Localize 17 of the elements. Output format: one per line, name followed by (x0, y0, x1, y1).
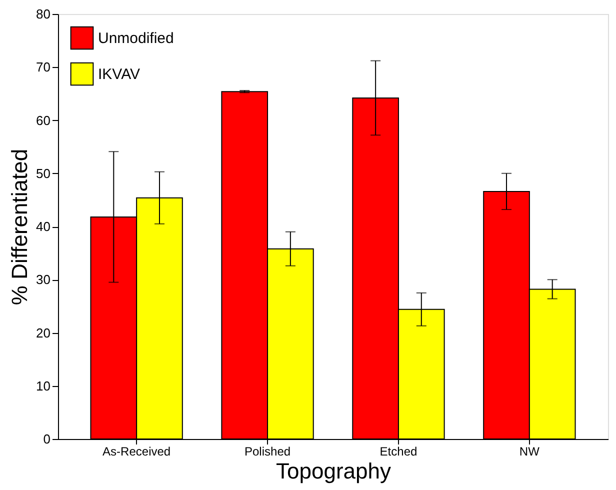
legend-label: Unmodified (98, 30, 174, 47)
y-tick-label: 10 (36, 378, 50, 394)
x-tick-label: Polished (244, 444, 291, 458)
x-tick-label: NW (519, 444, 540, 458)
y-tick-label: 60 (36, 112, 50, 128)
y-tick-label: 50 (36, 166, 50, 181)
x-axis-title: Topography (276, 458, 391, 484)
y-axis-title: % Differentiated (7, 148, 32, 306)
y-tick-label: 30 (36, 272, 50, 288)
x-tick-label: Etched (380, 444, 418, 458)
x-tick-label: As-Received (102, 444, 171, 458)
y-tick-label: 40 (36, 219, 50, 234)
y-tick-label: 70 (36, 60, 50, 75)
y-tick-label: 20 (36, 325, 50, 340)
y-tick-label: 0 (43, 432, 50, 446)
y-tick-label: 80 (36, 6, 50, 22)
legend-label: IKVAV (98, 66, 140, 83)
